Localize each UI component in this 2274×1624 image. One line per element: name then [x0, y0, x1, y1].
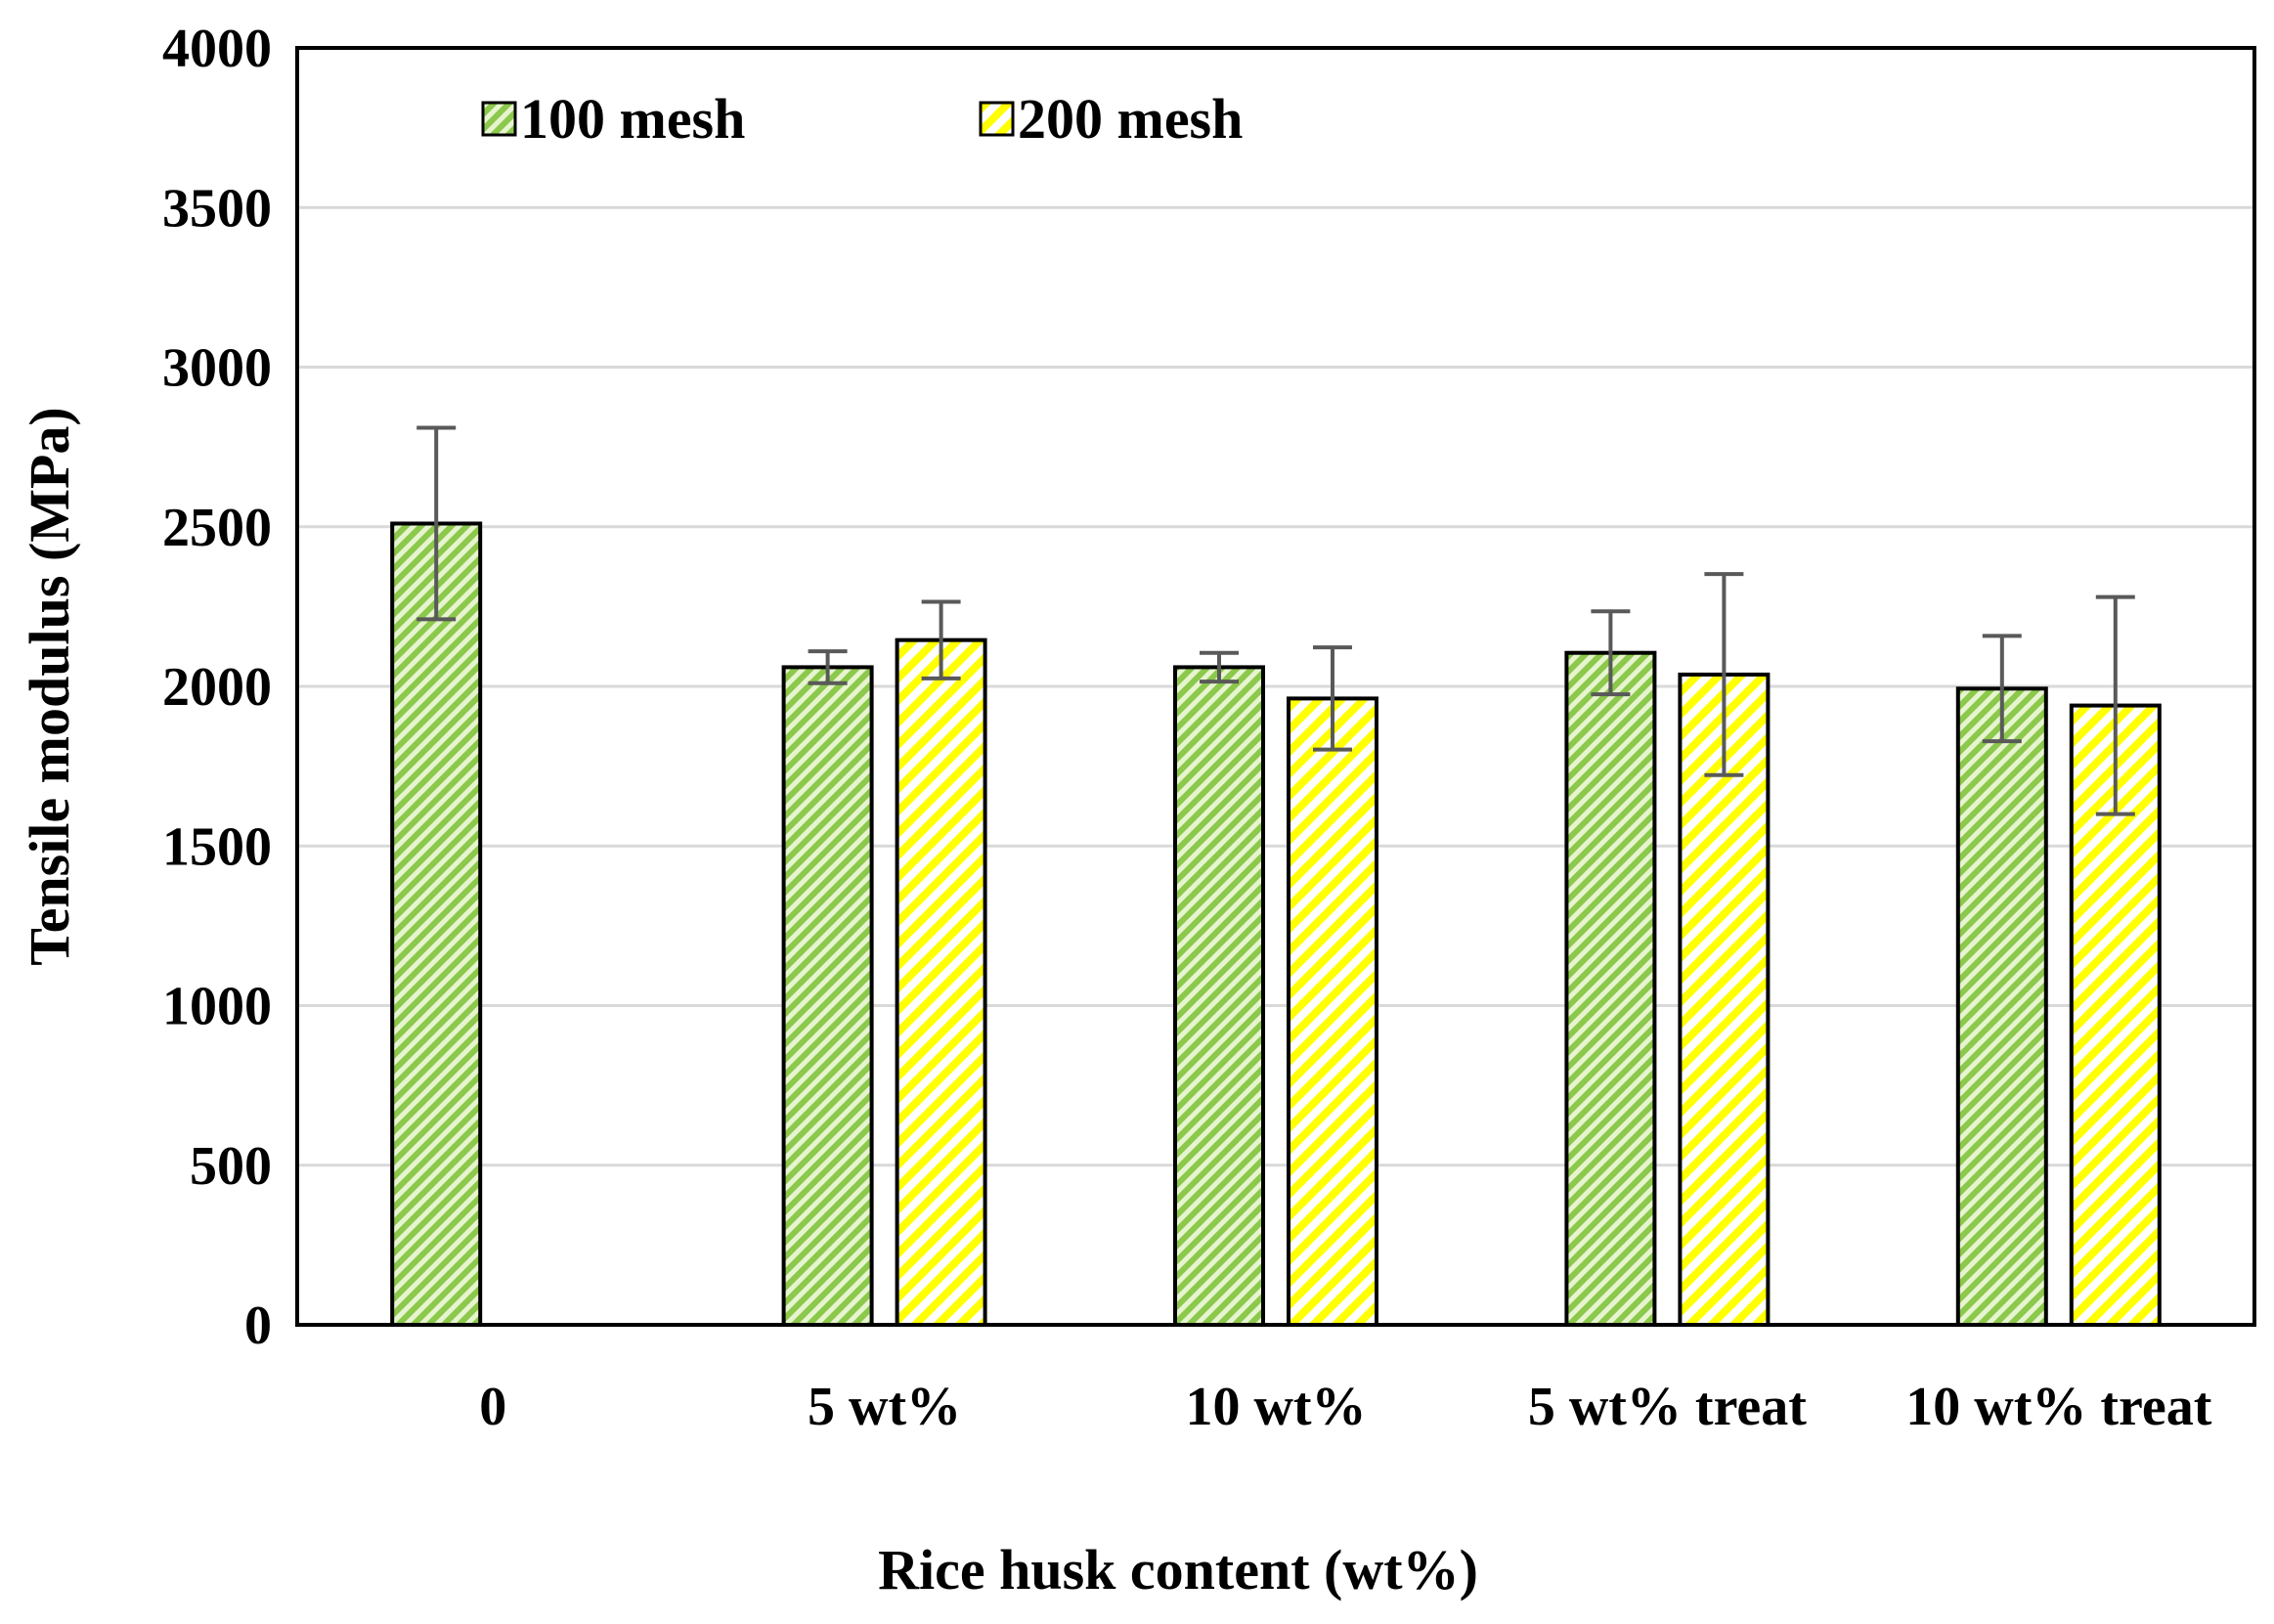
bar-100-mesh-10-wt	[1173, 665, 1265, 1327]
y-tick-label-500: 500	[190, 1136, 272, 1197]
bar-100-mesh-0	[390, 521, 483, 1327]
error-bar-200-mesh-10-wt-treat	[2095, 594, 2135, 816]
legend-swatch-100-mesh	[481, 101, 517, 137]
error-bars	[416, 425, 2135, 816]
y-axis-title: Tensile modulus (MPa)	[18, 407, 81, 965]
y-tick-label-3000: 3000	[162, 338, 272, 399]
x-tick-label-5-wt-treat: 5 wt% treat	[1528, 1377, 1807, 1437]
y-tick-label-4000: 4000	[162, 19, 272, 79]
error-bar-200-mesh-5-wt-treat	[1704, 572, 1744, 777]
error-bar-200-mesh-10-wt	[1313, 645, 1352, 752]
y-tick-label-1500: 1500	[162, 816, 272, 877]
bar-100-mesh-5-wt	[781, 665, 874, 1327]
bars	[390, 521, 2162, 1327]
x-tick-label-5-wt: 5 wt%	[808, 1377, 961, 1437]
error-bar-100-mesh-0	[416, 425, 457, 622]
legend-label-200-mesh: 200 mesh	[1018, 87, 1243, 151]
x-axis-categories: 0 5 wt% 10 wt% 5 wt% treat 10 wt% treat	[479, 1377, 2211, 1437]
y-axis-ticks: 0 500 1000 1500 2000 2500 3000 3500 4000	[162, 19, 272, 1356]
error-bar-100-mesh-5-wt-treat	[1591, 609, 1631, 697]
bar-200-mesh-5-wt	[895, 637, 987, 1327]
bar-100-mesh-10-wt-treat	[1955, 686, 2048, 1327]
y-tick-label-2000: 2000	[162, 657, 272, 718]
y-tick-label-3500: 3500	[162, 178, 272, 239]
y-tick-label-2500: 2500	[162, 498, 272, 558]
error-bar-100-mesh-10-wt-treat	[1982, 634, 2022, 744]
x-tick-label-0: 0	[479, 1377, 506, 1437]
x-axis-title: Rice husk content (wt%)	[878, 1538, 1478, 1602]
legend: 100 mesh 200 mesh	[481, 87, 1243, 151]
error-bar-100-mesh-10-wt	[1200, 650, 1239, 684]
x-tick-label-10-wt-treat: 10 wt% treat	[1905, 1377, 2211, 1437]
legend-swatch-200-mesh	[979, 101, 1015, 137]
bar-200-mesh-10-wt	[1287, 696, 1378, 1327]
y-tick-label-1000: 1000	[162, 977, 272, 1037]
bar-100-mesh-5-wt-treat	[1564, 650, 1657, 1327]
error-bar-200-mesh-5-wt	[921, 599, 961, 680]
x-tick-label-10-wt: 10 wt%	[1185, 1377, 1366, 1437]
y-tick-label-0: 0	[244, 1295, 272, 1356]
legend-label-100-mesh: 100 mesh	[520, 87, 745, 151]
plot-area-border	[295, 46, 2256, 1327]
gridlines	[297, 205, 2254, 1167]
error-bar-100-mesh-5-wt	[808, 649, 848, 685]
